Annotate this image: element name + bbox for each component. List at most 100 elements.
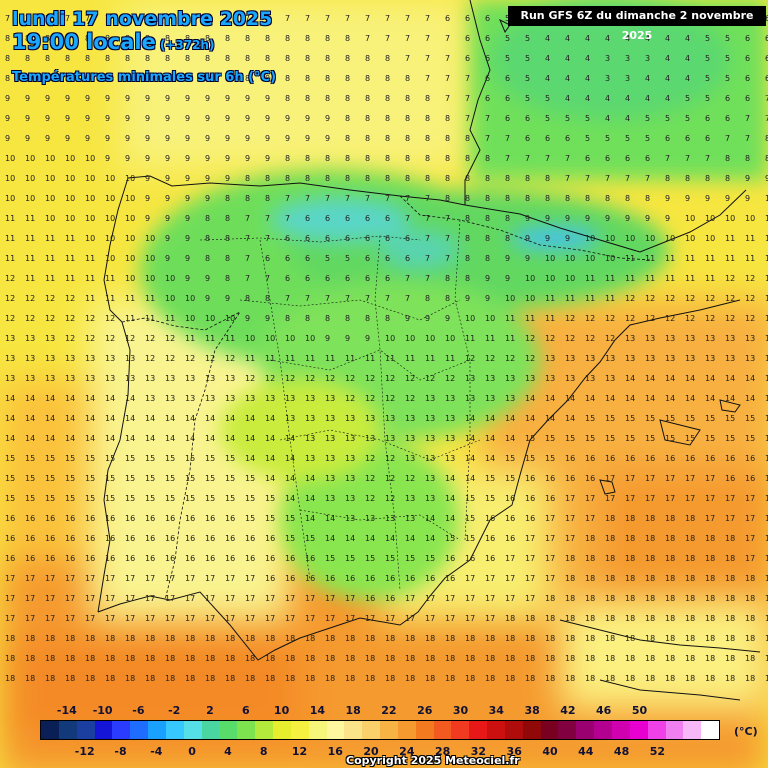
grid-value: 6 xyxy=(485,34,490,43)
grid-value: 13 xyxy=(445,434,455,443)
grid-value: 7 xyxy=(365,14,370,23)
grid-value: 6 xyxy=(485,14,490,23)
grid-value: 9 xyxy=(445,314,450,323)
grid-value: 17 xyxy=(105,614,115,623)
grid-value: 7 xyxy=(445,234,450,243)
grid-value: 12 xyxy=(105,334,115,343)
grid-value: 12 xyxy=(625,294,635,303)
grid-value: 15 xyxy=(285,534,295,543)
grid-value: 8 xyxy=(85,34,90,43)
grid-value: 12 xyxy=(705,314,715,323)
grid-value: 8 xyxy=(325,54,330,63)
grid-value: 8 xyxy=(465,134,470,143)
grid-value: 14 xyxy=(45,434,55,443)
grid-value: 18 xyxy=(685,634,695,643)
grid-value: 14 xyxy=(625,394,635,403)
grid-value: 11 xyxy=(65,234,75,243)
grid-value: 18 xyxy=(385,654,395,663)
grid-value: 8 xyxy=(305,54,310,63)
grid-value: 7 xyxy=(385,194,390,203)
grid-value: 8 xyxy=(365,114,370,123)
grid-value: 8 xyxy=(5,34,10,43)
grid-value: 15 xyxy=(85,474,95,483)
grid-value: 11 xyxy=(605,294,615,303)
grid-value: 7 xyxy=(445,214,450,223)
grid-value: 15 xyxy=(85,454,95,463)
grid-value: 5 xyxy=(705,34,710,43)
grid-value: 6 xyxy=(685,134,690,143)
grid-value: 8 xyxy=(205,74,210,83)
grid-value: 8 xyxy=(285,34,290,43)
grid-value: 11 xyxy=(25,274,35,283)
grid-value: 6 xyxy=(325,214,330,223)
grid-value: 16 xyxy=(305,554,315,563)
grid-value: 7 xyxy=(505,154,510,163)
grid-value: 8 xyxy=(205,54,210,63)
grid-value: 7 xyxy=(125,14,130,23)
grid-value: 10 xyxy=(105,214,115,223)
grid-value: 14 xyxy=(605,394,615,403)
scale-label: 30 xyxy=(452,704,469,717)
grid-value: 6 xyxy=(645,154,650,163)
grid-value: 9 xyxy=(165,134,170,143)
grid-value: 17 xyxy=(645,494,655,503)
grid-value: 9 xyxy=(305,134,310,143)
grid-value: 8 xyxy=(485,254,490,263)
grid-value: 8 xyxy=(285,174,290,183)
scale-label: 52 xyxy=(649,745,666,758)
grid-value: 8 xyxy=(665,174,670,183)
grid-value: 9 xyxy=(105,114,110,123)
grid-value: 16 xyxy=(285,574,295,583)
grid-value: 4 xyxy=(665,94,670,103)
grid-value: 18 xyxy=(225,654,235,663)
grid-value: 15 xyxy=(485,494,495,503)
grid-value: 12 xyxy=(765,294,768,303)
scale-label: 40 xyxy=(542,745,558,758)
grid-value: 17 xyxy=(165,614,175,623)
grid-value: 12 xyxy=(765,314,768,323)
grid-value: 17 xyxy=(745,494,755,503)
grid-value: 6 xyxy=(305,234,310,243)
grid-value: 13 xyxy=(185,394,195,403)
grid-value: 7 xyxy=(425,254,430,263)
grid-value: 8 xyxy=(265,54,270,63)
grid-value: 13 xyxy=(5,354,15,363)
grid-value: 14 xyxy=(265,414,275,423)
grid-value: 8 xyxy=(345,94,350,103)
grid-value: 18 xyxy=(605,574,615,583)
grid-value: 12 xyxy=(365,474,375,483)
grid-value: 7 xyxy=(465,114,470,123)
grid-value: 9 xyxy=(165,194,170,203)
grid-value: 10 xyxy=(265,334,275,343)
grid-value: 7 xyxy=(425,34,430,43)
grid-value: 13 xyxy=(485,394,495,403)
grid-value: 16 xyxy=(125,554,135,563)
grid-value: 18 xyxy=(625,554,635,563)
grid-value: 17 xyxy=(765,554,768,563)
grid-value: 13 xyxy=(145,394,155,403)
grid-value: 11 xyxy=(25,214,35,223)
grid-value: 7 xyxy=(265,234,270,243)
grid-value: 11 xyxy=(725,254,735,263)
grid-value: 9 xyxy=(85,114,90,123)
grid-value: 16 xyxy=(105,534,115,543)
grid-value: 15 xyxy=(665,414,675,423)
grid-value: 11 xyxy=(5,214,15,223)
grid-value: 18 xyxy=(665,674,675,683)
grid-value: 7 xyxy=(625,174,630,183)
grid-value: 11 xyxy=(705,274,715,283)
grid-value: 9 xyxy=(725,194,730,203)
grid-value: 16 xyxy=(145,554,155,563)
grid-value: 8 xyxy=(405,174,410,183)
grid-value: 10 xyxy=(565,254,575,263)
grid-value: 14 xyxy=(285,474,295,483)
grid-value: 14 xyxy=(85,434,95,443)
grid-value: 10 xyxy=(105,194,115,203)
grid-value: 18 xyxy=(645,574,655,583)
grid-value: 9 xyxy=(765,174,768,183)
grid-value: 13 xyxy=(125,374,135,383)
grid-value: 18 xyxy=(645,514,655,523)
grid-value: 12 xyxy=(525,354,535,363)
grid-value: 18 xyxy=(525,674,535,683)
grid-value: 11 xyxy=(605,274,615,283)
